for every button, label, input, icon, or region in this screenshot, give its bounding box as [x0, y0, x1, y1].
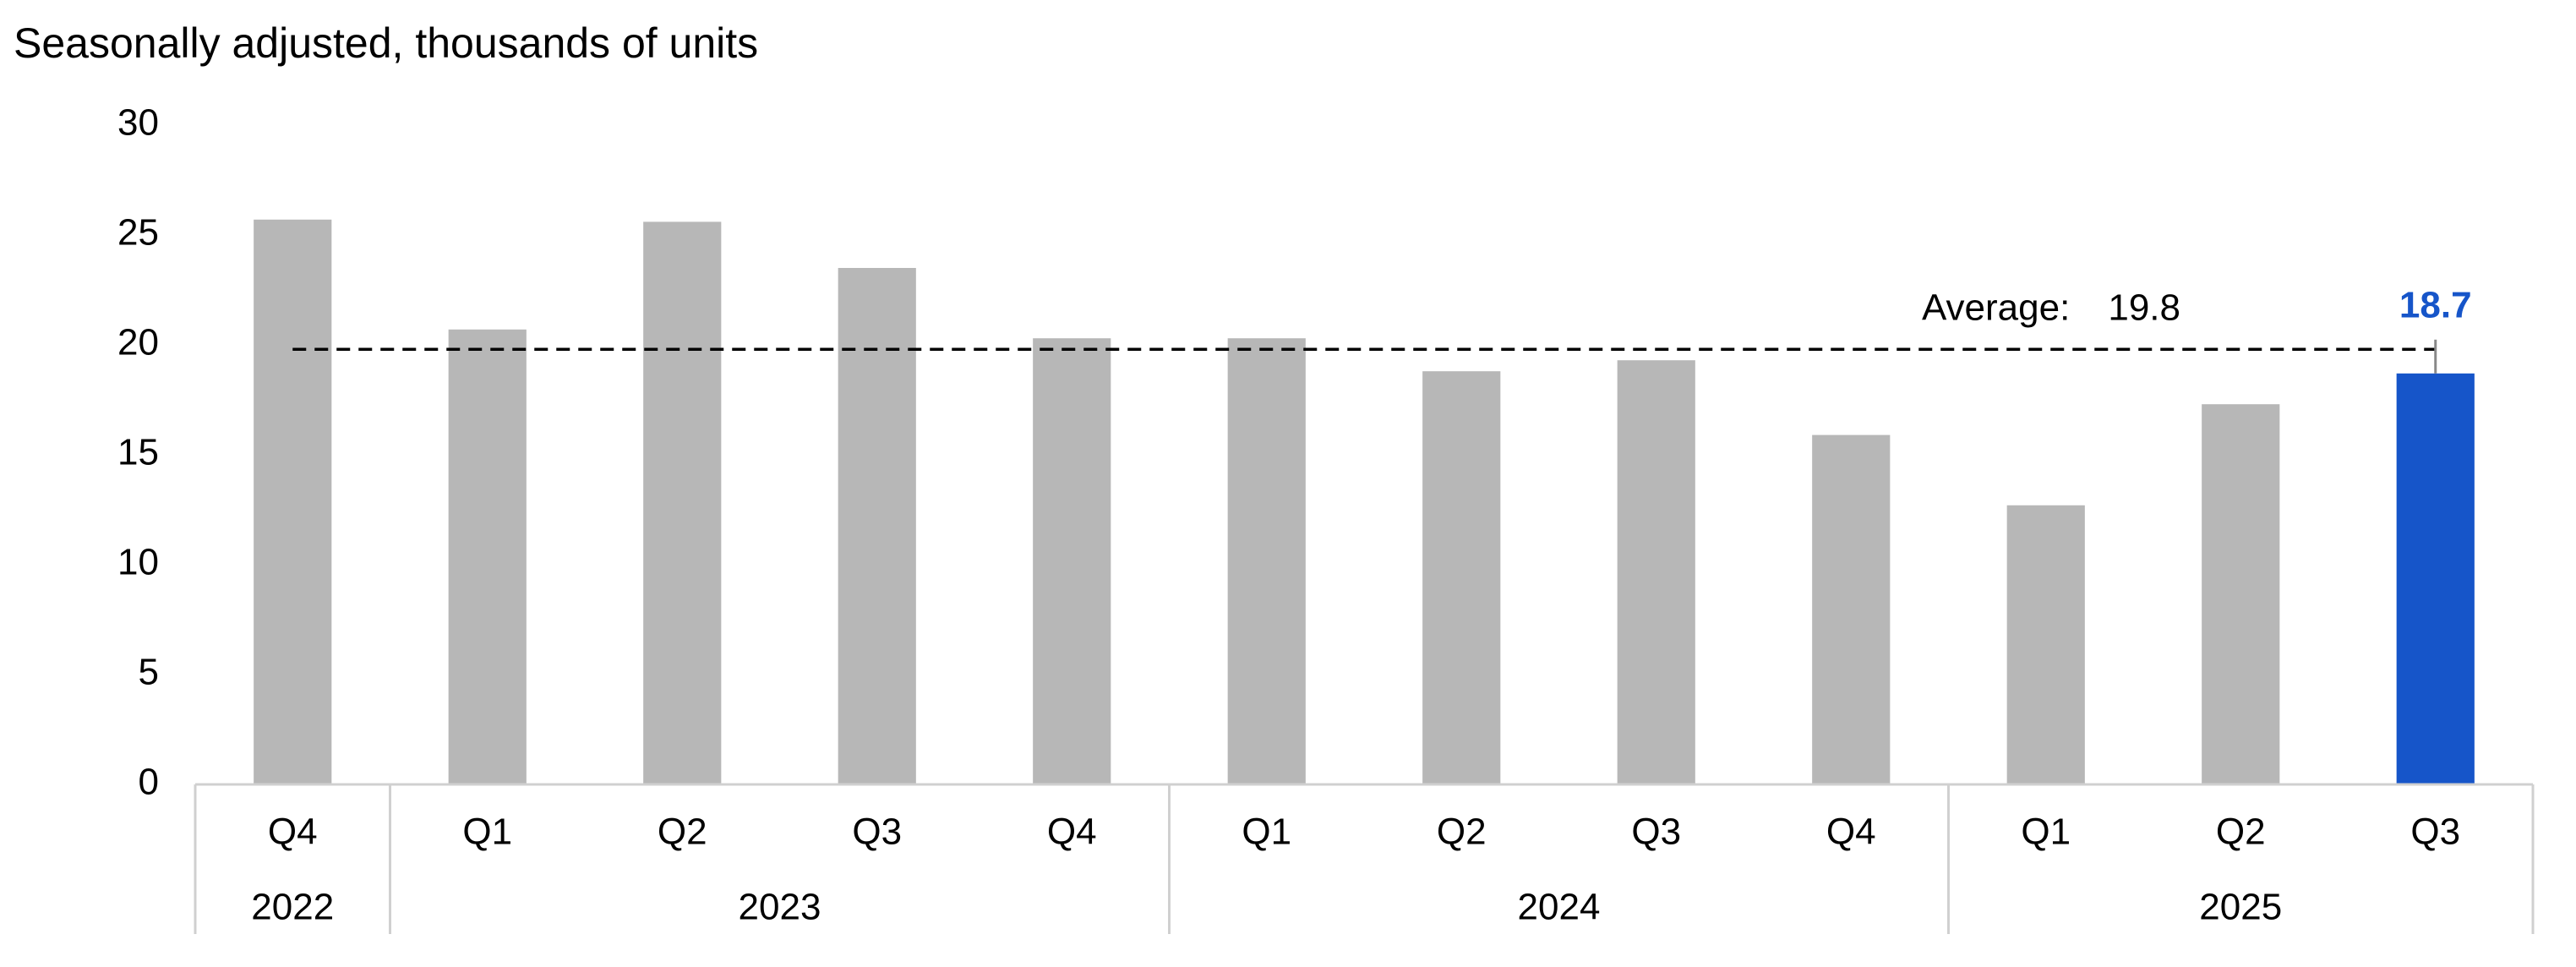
bar	[2396, 373, 2475, 784]
group-label: 2024	[1518, 887, 1601, 928]
y-tick-label: 0	[139, 762, 159, 803]
y-tick-label: 15	[117, 432, 159, 473]
bar	[838, 268, 916, 784]
bar	[254, 219, 332, 784]
bar	[1227, 338, 1306, 784]
x-tick-label: Q2	[1437, 811, 1487, 853]
x-tick-label: Q1	[2021, 811, 2071, 853]
average-value: 19.8	[2108, 287, 2180, 329]
bar	[1033, 338, 1111, 784]
average-label: Average:	[1922, 287, 2070, 329]
bar	[2006, 505, 2085, 784]
bar	[643, 221, 722, 784]
bar	[448, 329, 527, 784]
y-tick-label: 5	[139, 652, 159, 693]
x-tick-label: Q1	[1242, 811, 1291, 853]
y-tick-label: 25	[117, 212, 159, 254]
x-tick-label: Q3	[852, 811, 902, 853]
group-label: 2025	[2199, 887, 2282, 928]
x-tick-label: Q3	[2410, 811, 2460, 853]
x-tick-label: Q4	[268, 811, 318, 853]
x-tick-label: Q2	[658, 811, 707, 853]
group-label: 2023	[739, 887, 821, 928]
x-tick-label: Q1	[462, 811, 512, 853]
bar	[1422, 371, 1501, 784]
y-tick-label: 10	[117, 542, 159, 583]
bar	[1812, 434, 1891, 784]
chart-title: Seasonally adjusted, thousands of units	[14, 19, 758, 67]
x-tick-label: Q2	[2216, 811, 2266, 853]
bar	[1617, 360, 1695, 784]
group-label: 2022	[251, 887, 334, 928]
y-tick-label: 30	[117, 102, 159, 144]
y-tick-label: 20	[117, 322, 159, 363]
x-tick-label: Q3	[1631, 811, 1681, 853]
x-tick-label: Q4	[1826, 811, 1876, 853]
bar	[2202, 404, 2280, 784]
data-label: 18.7	[2399, 284, 2472, 325]
x-tick-label: Q4	[1047, 811, 1097, 853]
